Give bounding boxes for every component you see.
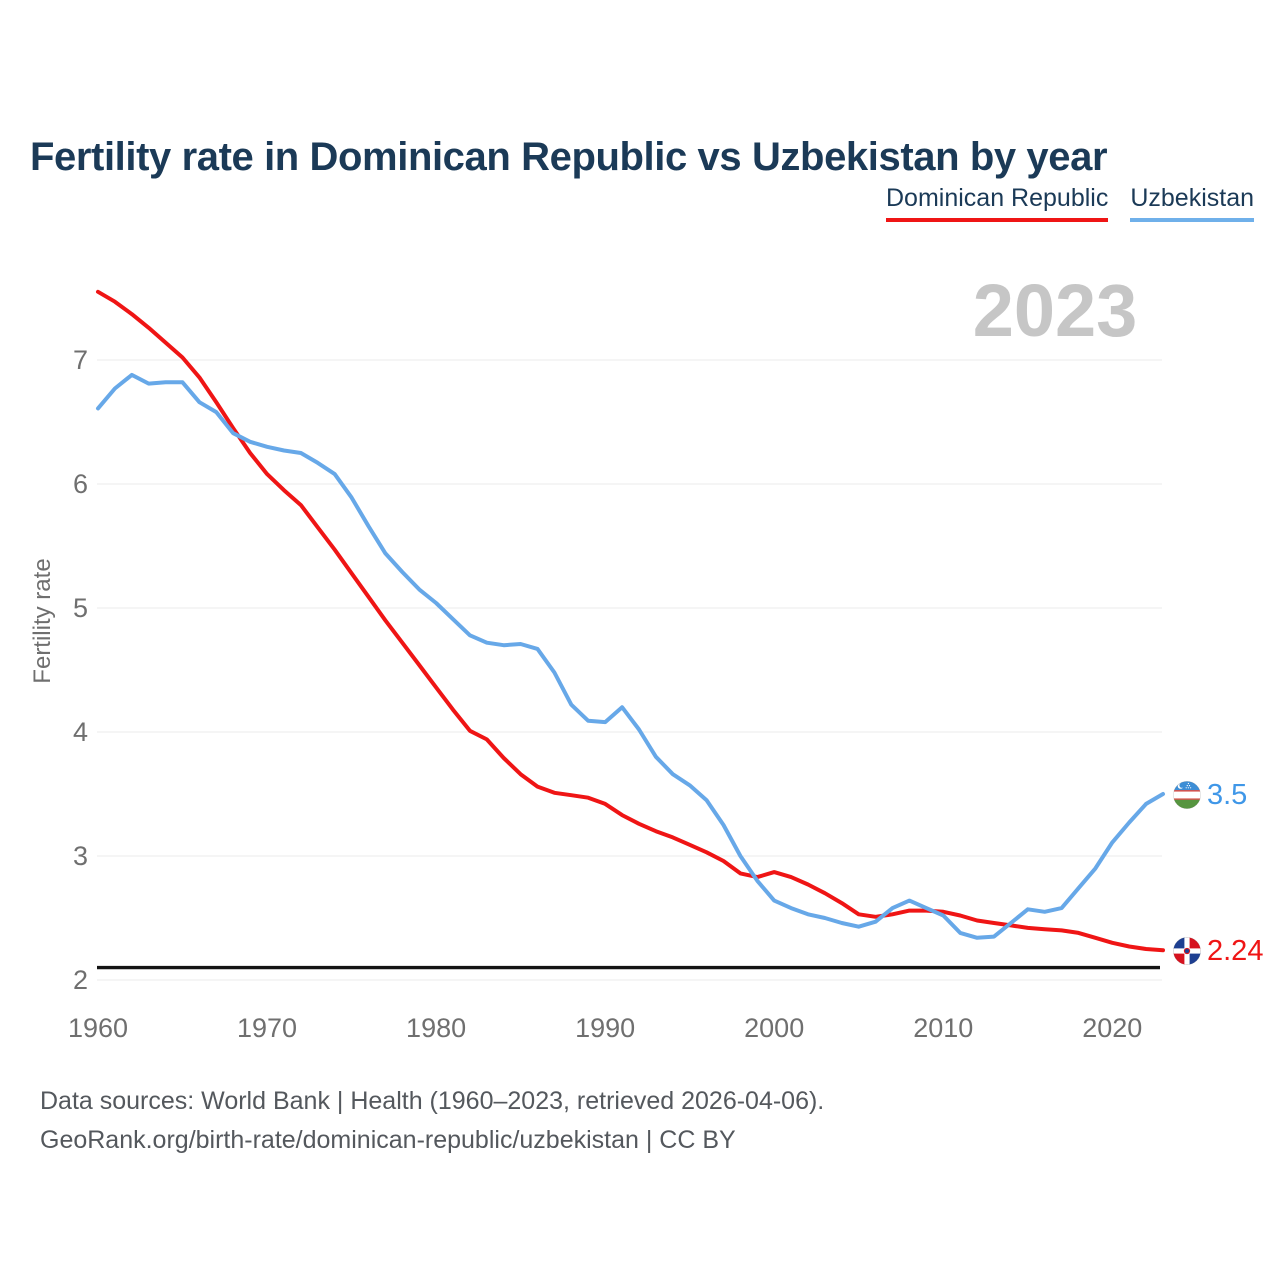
uzbekistan-end-value-label: 3.5 <box>1207 779 1248 811</box>
dominican-republic-end-value-label: 2.24 <box>1207 935 1264 967</box>
legend: Dominican Republic Uzbekistan <box>886 184 1254 222</box>
footer: Data sources: World Bank | Health (1960–… <box>40 1082 824 1160</box>
legend-item-uzbekistan: Uzbekistan <box>1130 184 1254 222</box>
footer-sources-line: Data sources: World Bank | Health (1960–… <box>40 1087 825 1115</box>
chart-title: Fertility rate in Dominican Republic vs … <box>30 134 1108 179</box>
uzbekistan-line <box>96 372 1165 940</box>
dominican-republic-line <box>96 289 1165 953</box>
legend-item-dominican-republic: Dominican Republic <box>886 184 1109 222</box>
footer-attribution-line: GeoRank.org/birth-rate/dominican-republi… <box>40 1126 736 1154</box>
uzbekistan-flag-icon <box>1173 781 1201 809</box>
dominican-republic-flag-icon <box>1173 937 1201 965</box>
current-year-watermark: 2023 <box>972 269 1138 352</box>
